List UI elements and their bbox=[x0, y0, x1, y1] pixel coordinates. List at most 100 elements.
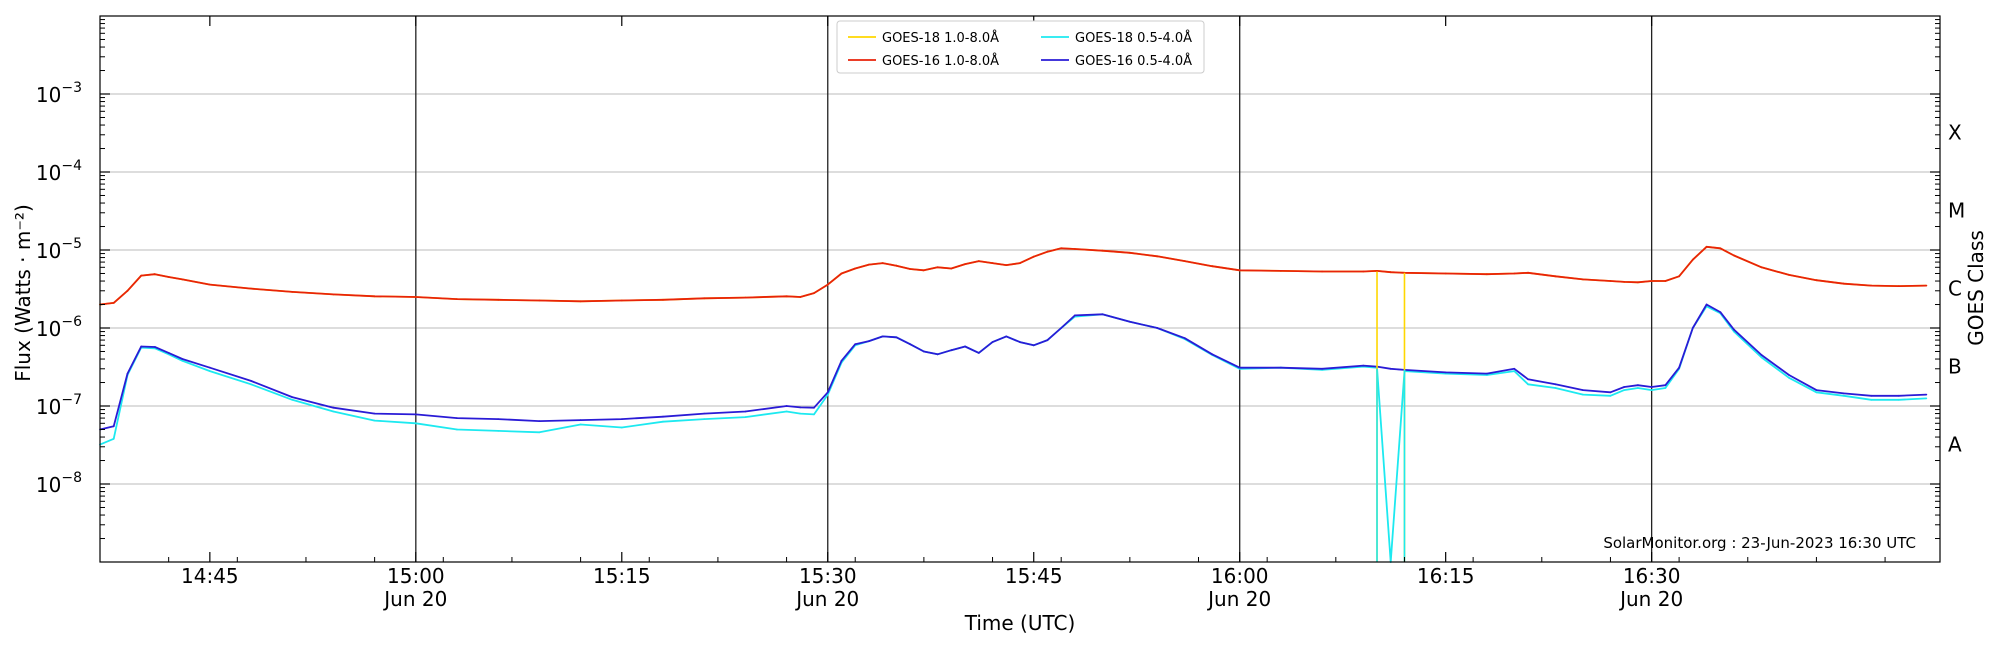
y-tick-label: 10−3 bbox=[36, 80, 82, 107]
data-point bbox=[895, 264, 898, 267]
data-point bbox=[1650, 280, 1653, 282]
data-point bbox=[126, 372, 129, 375]
data-point bbox=[1678, 366, 1680, 369]
data-point bbox=[1032, 255, 1035, 258]
data-point bbox=[1046, 250, 1049, 253]
data-point bbox=[181, 278, 184, 281]
data-point bbox=[1650, 386, 1653, 388]
data-point bbox=[1486, 372, 1488, 375]
data-point bbox=[1760, 266, 1763, 269]
data-point bbox=[1623, 386, 1626, 388]
x-tick-label: 16:15 bbox=[1417, 564, 1475, 588]
data-point bbox=[373, 295, 376, 298]
data-point bbox=[785, 295, 788, 298]
data-point bbox=[1321, 270, 1323, 273]
data-point bbox=[538, 299, 541, 302]
data-point bbox=[1554, 275, 1557, 278]
data-point bbox=[662, 298, 664, 301]
data-point bbox=[909, 343, 911, 346]
grid-lines bbox=[100, 93, 1940, 485]
data-point bbox=[1843, 282, 1845, 285]
data-point bbox=[744, 296, 747, 299]
data-point bbox=[1129, 320, 1131, 323]
data-point bbox=[1582, 393, 1584, 396]
data-point bbox=[826, 283, 829, 286]
data-point bbox=[662, 415, 664, 418]
data-point bbox=[1211, 353, 1214, 356]
data-point bbox=[620, 418, 623, 420]
data-point bbox=[1719, 311, 1722, 313]
x-tick-date-label: Jun 20 bbox=[382, 587, 447, 611]
data-point bbox=[1609, 391, 1612, 394]
data-point bbox=[1362, 364, 1365, 367]
data-point bbox=[1637, 387, 1639, 389]
data-point bbox=[868, 340, 870, 342]
data-point bbox=[1733, 254, 1735, 257]
data-point bbox=[1733, 328, 1735, 331]
data-point bbox=[332, 410, 335, 413]
data-point bbox=[1925, 397, 1928, 400]
data-point bbox=[126, 289, 129, 292]
data-point bbox=[1719, 247, 1722, 250]
data-point bbox=[620, 299, 623, 302]
data-point bbox=[414, 422, 417, 425]
data-point bbox=[813, 292, 815, 294]
x-tick-date-label: Jun 20 bbox=[794, 587, 859, 611]
x-tick-date-label: Jun 20 bbox=[1618, 587, 1683, 611]
data-point bbox=[799, 406, 802, 409]
data-point bbox=[854, 343, 857, 346]
legend-label: GOES-16 0.5-4.0Å bbox=[1075, 53, 1192, 69]
data-point bbox=[497, 418, 500, 420]
data-point bbox=[456, 428, 458, 431]
goes-class-label: X bbox=[1948, 121, 1962, 145]
data-point bbox=[538, 420, 541, 422]
source-annotation: SolarMonitor.org : 23-Jun-2023 16:30 UTC bbox=[1603, 534, 1916, 552]
data-point bbox=[950, 267, 953, 270]
data-point bbox=[1788, 376, 1790, 379]
data-point bbox=[977, 352, 980, 354]
series-line bbox=[99, 245, 1927, 306]
data-point bbox=[703, 297, 706, 300]
goes-class-label: B bbox=[1948, 355, 1962, 379]
data-point bbox=[1005, 264, 1008, 266]
data-point bbox=[1623, 281, 1626, 283]
legend-label: GOES-18 0.5-4.0Å bbox=[1075, 30, 1192, 46]
data-point bbox=[1582, 389, 1584, 391]
data-point bbox=[456, 298, 458, 300]
data-point bbox=[1664, 387, 1667, 389]
data-point bbox=[936, 266, 939, 269]
data-point bbox=[1691, 327, 1694, 329]
data-point bbox=[112, 302, 115, 304]
data-point bbox=[1156, 255, 1159, 258]
data-point bbox=[373, 419, 376, 422]
data-point bbox=[1760, 354, 1763, 356]
data-point bbox=[1678, 275, 1680, 278]
data-point bbox=[1843, 394, 1845, 397]
data-point bbox=[1925, 284, 1928, 287]
data-point bbox=[1527, 378, 1529, 381]
data-point bbox=[1897, 394, 1900, 397]
data-point bbox=[840, 272, 843, 275]
goes-class-axis-title: GOES Class bbox=[1964, 230, 1988, 346]
data-point bbox=[1513, 370, 1516, 372]
data-point bbox=[991, 341, 994, 343]
y-tick-label: 10−5 bbox=[36, 236, 82, 263]
data-point bbox=[1554, 387, 1557, 389]
data-point bbox=[181, 359, 184, 362]
data-point bbox=[1705, 303, 1708, 306]
y-tick-label: 10−7 bbox=[36, 392, 82, 419]
data-point bbox=[785, 410, 788, 413]
data-point bbox=[332, 293, 335, 296]
data-point bbox=[497, 430, 500, 432]
data-point bbox=[1788, 274, 1790, 276]
data-point bbox=[579, 423, 582, 426]
x-tick-label: 15:45 bbox=[1005, 564, 1063, 588]
legend-box bbox=[836, 20, 1205, 74]
y-axis-title: Flux (Watts · m⁻²) bbox=[11, 204, 35, 382]
y-tick-label: 10−4 bbox=[36, 158, 82, 185]
data-point bbox=[868, 263, 870, 266]
data-point bbox=[1444, 371, 1447, 374]
data-point bbox=[895, 336, 898, 339]
data-point bbox=[662, 420, 664, 423]
data-point bbox=[112, 425, 115, 428]
